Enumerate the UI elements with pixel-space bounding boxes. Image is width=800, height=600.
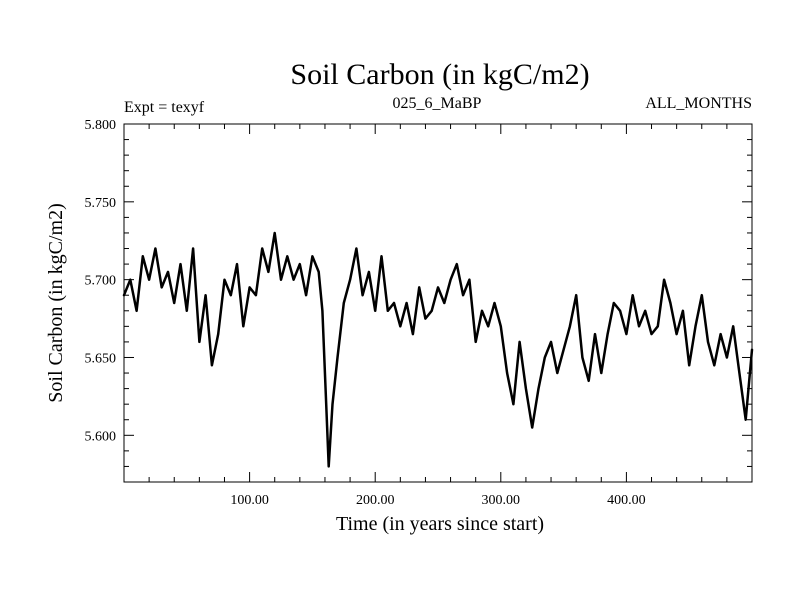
y-tick-label: 5.650 bbox=[85, 351, 117, 366]
y-axis-label: Soil Carbon (in kgC/m2) bbox=[45, 203, 67, 402]
y-tick-label: 5.700 bbox=[85, 274, 117, 289]
y-tick-label: 5.750 bbox=[85, 196, 117, 211]
x-tick-label: 400.00 bbox=[607, 493, 646, 508]
soil-carbon-series-line bbox=[122, 231, 754, 468]
months-label: ALL_MONTHS bbox=[645, 95, 752, 112]
x-tick-label: 300.00 bbox=[482, 493, 521, 508]
x-tick-label: 200.00 bbox=[356, 493, 395, 508]
period-label: 025_6_MaBP bbox=[393, 95, 482, 112]
series-layer bbox=[122, 231, 754, 468]
plot-frame bbox=[123, 123, 753, 483]
x-axis-label: Time (in years since start) bbox=[336, 513, 544, 535]
axis-ticks: 100.00 200.00 300.00 400.00 5.600 5.650 5.700 5… bbox=[85, 118, 752, 508]
chart-title: Soil Carbon (in kgC/m2) bbox=[290, 58, 589, 91]
y-tick-label: 5.800 bbox=[85, 118, 117, 133]
x-tick-label: 100.00 bbox=[230, 493, 269, 508]
experiment-label: Expt = texyf bbox=[124, 99, 205, 116]
y-tick-label: 5.600 bbox=[85, 429, 117, 444]
